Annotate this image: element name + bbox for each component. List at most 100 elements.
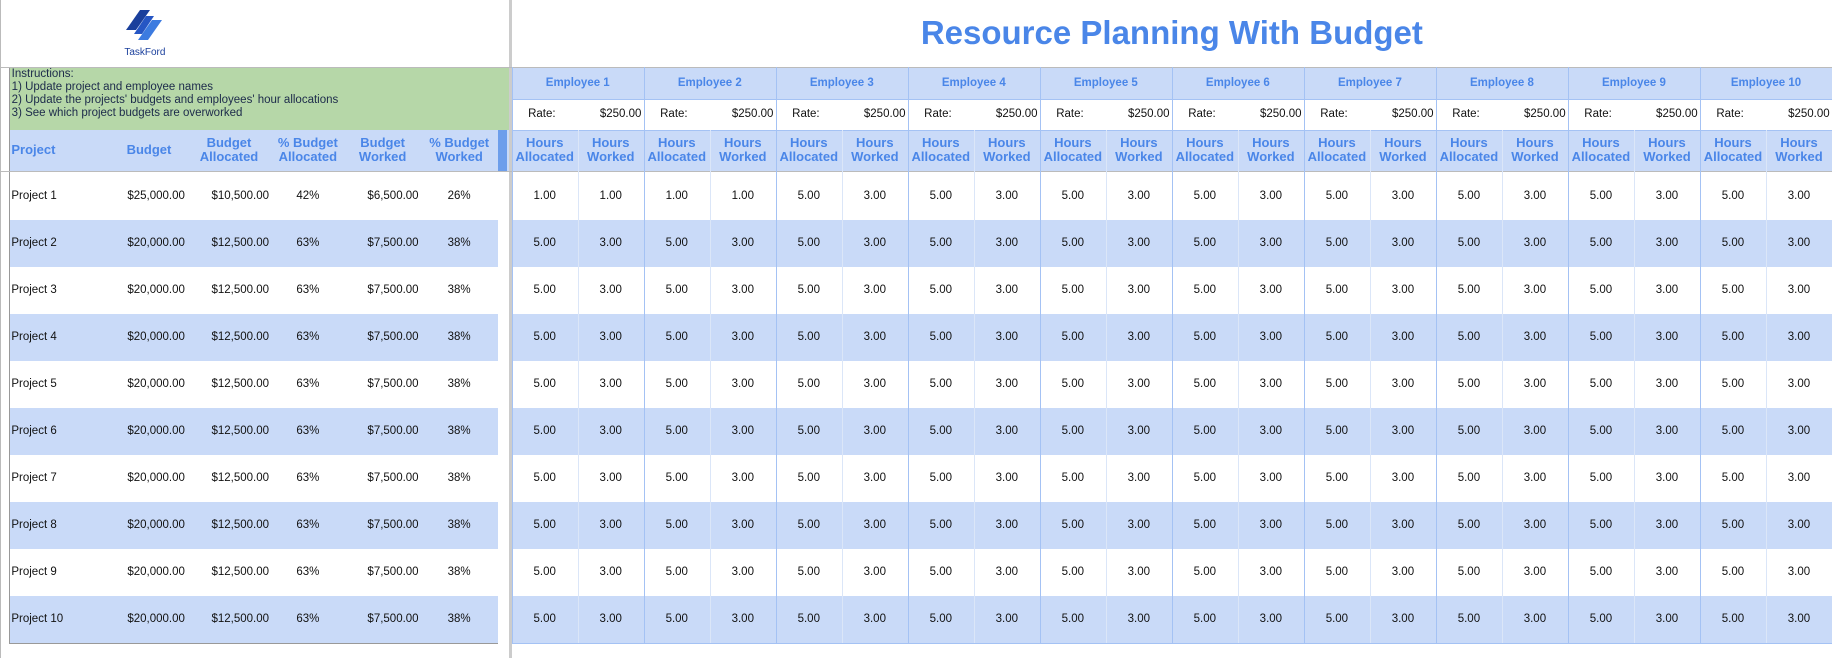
- cell: 38%: [447, 425, 471, 438]
- hours-cell: 3.00: [995, 331, 1019, 344]
- hours-cell: 5.00: [797, 284, 820, 297]
- grid-line: [0, 170, 1832, 172]
- hours-cell: 5.00: [797, 190, 820, 203]
- cell: $12,500.00: [211, 472, 270, 485]
- instruction-line: Instructions:: [11, 68, 74, 81]
- column-header: Budget Allocated: [199, 135, 259, 165]
- hours-cell: 5.00: [1721, 378, 1745, 391]
- hours-header: Hours Allocated: [1175, 135, 1235, 165]
- cell: $12,500.00: [211, 425, 270, 438]
- cell: $7,500.00: [367, 566, 419, 579]
- cell: $7,500.00: [367, 425, 419, 438]
- hours-cell: 5.00: [1193, 519, 1217, 532]
- hours-cell: 3.00: [1127, 284, 1151, 297]
- hours-cell: 5.00: [1721, 613, 1745, 626]
- hours-cell: 5.00: [929, 472, 952, 485]
- hours-cell: 3.00: [995, 472, 1019, 485]
- hours-cell: 5.00: [797, 425, 820, 438]
- hours-cell: 5.00: [533, 378, 556, 391]
- hours-cell: 3.00: [1787, 237, 1811, 250]
- hours-cell: 5.00: [1589, 284, 1613, 297]
- hours-cell: 5.00: [797, 237, 820, 250]
- rate-label: Rate:: [1716, 108, 1744, 121]
- instruction-line: 2) Update the projects' budgets and empl…: [11, 93, 339, 106]
- hours-cell: 3.00: [1259, 331, 1283, 344]
- cell: $7,500.00: [367, 237, 419, 250]
- hours-cell: 3.00: [1523, 284, 1547, 297]
- hours-cell: 3.00: [1391, 566, 1415, 579]
- column-header: % Budget Worked: [429, 135, 490, 165]
- grid-line: [9, 66, 11, 643]
- hours-cell: 5.00: [533, 472, 556, 485]
- hours-cell: 3.00: [731, 472, 754, 485]
- hours-cell: 1.00: [665, 190, 688, 203]
- hours-cell: 3.00: [1391, 284, 1415, 297]
- row-band: [9, 595, 498, 643]
- hours-cell: 5.00: [1325, 566, 1349, 579]
- hours-cell: 5.00: [1457, 237, 1481, 250]
- employee-header: Employee 1: [511, 66, 644, 100]
- cell: 63%: [296, 472, 320, 485]
- hours-cell: 3.00: [1523, 237, 1547, 250]
- hours-cell: 5.00: [665, 237, 688, 250]
- hours-header: Hours Worked: [1379, 135, 1427, 165]
- hours-cell: 5.00: [797, 331, 820, 344]
- hours-cell: 5.00: [1325, 284, 1349, 297]
- hours-cell: 3.00: [1391, 378, 1415, 391]
- rate-value: $250.00: [1788, 108, 1830, 121]
- hours-cell: 5.00: [1325, 519, 1349, 532]
- grid-line: [1435, 66, 1437, 643]
- hours-cell: 5.00: [1589, 331, 1613, 344]
- hours-cell: 5.00: [533, 425, 556, 438]
- hours-cell: 3.00: [599, 613, 622, 626]
- cell: Project 7: [11, 472, 57, 485]
- cell: 38%: [447, 519, 471, 532]
- hours-cell: 3.00: [1787, 284, 1811, 297]
- cell: $20,000.00: [127, 472, 185, 485]
- hours-cell: 5.00: [929, 284, 952, 297]
- hours-cell: 3.00: [863, 472, 886, 485]
- hours-header: Hours Allocated: [1043, 135, 1103, 165]
- row-band: [9, 219, 498, 267]
- hours-cell: 5.00: [533, 566, 556, 579]
- hours-cell: 5.00: [1721, 331, 1745, 344]
- hours-cell: 5.00: [1193, 472, 1217, 485]
- cell: $7,500.00: [367, 519, 419, 532]
- hours-cell: 5.00: [1589, 425, 1613, 438]
- hours-cell: 5.00: [1589, 613, 1613, 626]
- hours-cell: 3.00: [599, 237, 622, 250]
- cell: $12,500.00: [211, 378, 270, 391]
- hours-cell: 3.00: [731, 566, 754, 579]
- cell: $7,500.00: [367, 284, 419, 297]
- rate-label: Rate:: [528, 108, 556, 121]
- logo-icon: [126, 10, 162, 40]
- hours-cell: 5.00: [929, 190, 952, 203]
- hours-cell: 3.00: [1259, 190, 1283, 203]
- grid-line: [841, 129, 843, 643]
- hours-cell: 3.00: [995, 237, 1019, 250]
- hours-cell: 5.00: [797, 613, 820, 626]
- hours-header: Hours Allocated: [1571, 135, 1631, 165]
- grid-line: [973, 129, 975, 643]
- hours-cell: 5.00: [1193, 190, 1217, 203]
- grid-line: [1171, 66, 1173, 643]
- cell: 38%: [447, 613, 471, 626]
- hours-cell: 3.00: [1523, 331, 1547, 344]
- hours-cell: 3.00: [1259, 566, 1283, 579]
- hours-cell: 3.00: [995, 566, 1019, 579]
- hours-cell: 3.00: [1259, 284, 1283, 297]
- grid-line: [9, 642, 498, 644]
- cell: $20,000.00: [127, 519, 185, 532]
- hours-cell: 5.00: [1721, 425, 1745, 438]
- hours-cell: 5.00: [533, 284, 556, 297]
- hours-cell: 3.00: [1259, 378, 1283, 391]
- hours-cell: 3.00: [731, 237, 754, 250]
- hours-cell: 5.00: [1193, 284, 1217, 297]
- cell: $20,000.00: [127, 284, 185, 297]
- hours-cell: 5.00: [533, 237, 556, 250]
- hours-cell: 3.00: [995, 284, 1019, 297]
- grid-line: [1765, 129, 1767, 643]
- hours-cell: 5.00: [929, 566, 952, 579]
- hours-cell: 5.00: [1589, 566, 1613, 579]
- cell: $10,500.00: [211, 190, 270, 203]
